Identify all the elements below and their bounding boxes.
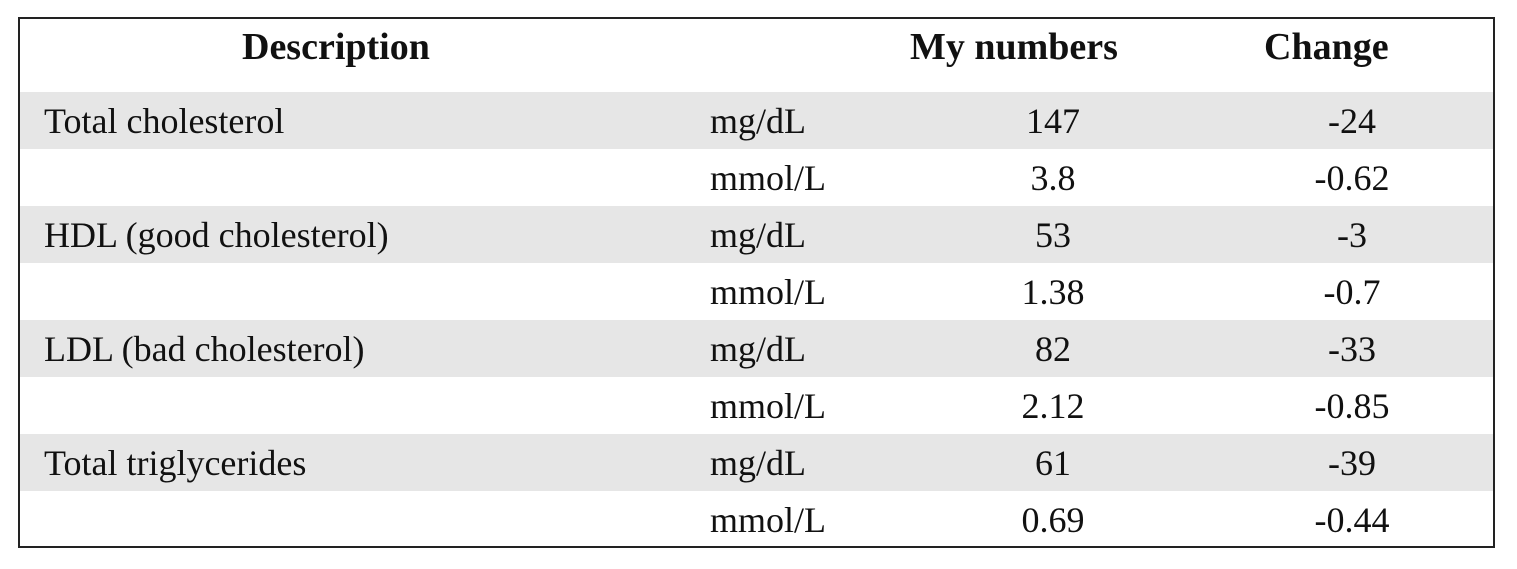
- row-description: HDL (good cholesterol): [44, 214, 389, 255]
- row-unit: mmol/L: [710, 271, 826, 312]
- row-my-number: 82: [1035, 328, 1071, 369]
- row-my-number: 2.12: [1021, 385, 1085, 426]
- row-unit: mg/dL: [710, 442, 806, 483]
- row-unit: mg/dL: [710, 328, 806, 369]
- table-row: mmol/L 0.69 -0.44: [20, 491, 1493, 548]
- table-row: Total triglycerides mg/dL 61 -39: [20, 434, 1493, 491]
- row-change: -0.85: [1314, 385, 1390, 426]
- row-unit: mmol/L: [710, 385, 826, 426]
- table-row: Total cholesterol mg/dL 147 -24: [20, 92, 1493, 149]
- row-unit: mmol/L: [710, 499, 826, 540]
- table-row: mmol/L 2.12 -0.85: [20, 377, 1493, 434]
- table-row: mmol/L 3.8 -0.62: [20, 149, 1493, 206]
- header-my-numbers: My numbers: [910, 26, 1118, 68]
- row-description: Total triglycerides: [44, 442, 307, 483]
- row-unit: mg/dL: [710, 100, 806, 141]
- row-change: -0.7: [1323, 271, 1381, 312]
- row-change: -3: [1337, 214, 1367, 255]
- row-change: -33: [1328, 328, 1376, 369]
- row-my-number: 0.69: [1021, 499, 1085, 540]
- header-change: Change: [1264, 26, 1389, 68]
- table-header-row: Description My numbers Change: [20, 19, 1493, 92]
- row-my-number: 1.38: [1021, 271, 1085, 312]
- table-row: HDL (good cholesterol) mg/dL 53 -3: [20, 206, 1493, 263]
- row-change: -39: [1328, 442, 1376, 483]
- row-change: -0.62: [1314, 157, 1390, 198]
- table-row: LDL (bad cholesterol) mg/dL 82 -33: [20, 320, 1493, 377]
- row-unit: mmol/L: [710, 157, 826, 198]
- row-my-number: 53: [1035, 214, 1071, 255]
- row-change: -24: [1328, 100, 1376, 141]
- row-change: -0.44: [1314, 499, 1390, 540]
- row-unit: mg/dL: [710, 214, 806, 255]
- row-description: LDL (bad cholesterol): [44, 328, 365, 369]
- header-description: Description: [242, 26, 430, 68]
- row-my-number: 3.8: [1030, 157, 1076, 198]
- table-row: mmol/L 1.38 -0.7: [20, 263, 1493, 320]
- row-my-number: 61: [1035, 442, 1071, 483]
- row-my-number: 147: [1026, 100, 1080, 141]
- row-description: Total cholesterol: [44, 100, 285, 141]
- cholesterol-table: Description My numbers Change Total chol…: [18, 17, 1495, 548]
